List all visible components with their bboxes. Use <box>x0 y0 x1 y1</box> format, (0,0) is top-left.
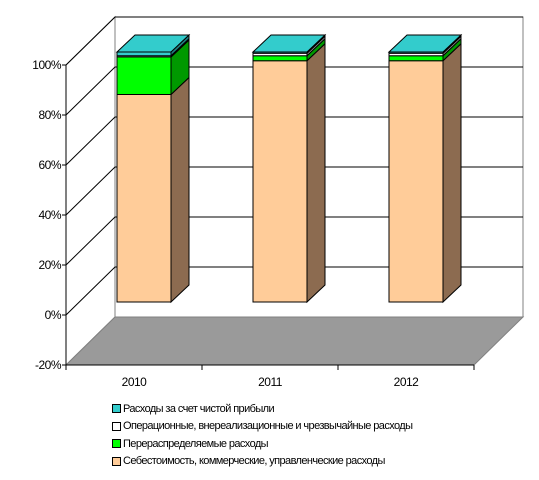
x-tick-labels: 2010 2011 2012 <box>122 375 420 389</box>
bar-segment-side <box>442 42 462 304</box>
bar-top <box>115 34 191 53</box>
axes <box>62 64 475 370</box>
bar-segment-front <box>388 55 444 62</box>
y-tick-label: 40% <box>38 208 61 222</box>
bar-segment-side <box>306 42 326 304</box>
legend-swatch <box>112 421 121 431</box>
bar-segment-front <box>252 55 308 62</box>
x-tick-label: 2011 <box>258 375 283 389</box>
x-tick-label: 2010 <box>122 375 148 389</box>
legend-label: Расходы за счет чистой прибыли <box>123 402 275 415</box>
legend-item: Себестоимость, коммерческие, управленчес… <box>112 453 412 471</box>
gridline <box>65 66 523 116</box>
y-tick-labels: -20% 0% 20% 40% 60% 80% 100% <box>32 58 62 372</box>
gridline <box>65 16 523 66</box>
bar-segment-front <box>116 56 172 95</box>
legend-label: Перераспределяемые расходы <box>123 437 269 450</box>
y-tick-label: 80% <box>38 108 61 122</box>
y-tick-label: 0% <box>45 308 62 322</box>
legend-item: Перераспределяемые расходы <box>112 435 412 453</box>
bar-top <box>387 34 463 53</box>
legend-label: Операционные, внереализационные и чрезвы… <box>123 420 413 433</box>
chart-floor <box>64 316 525 366</box>
y-tick-label: 20% <box>38 258 61 272</box>
bar-segment-front <box>388 60 444 303</box>
bar-segment-front <box>252 60 308 303</box>
y-tick-label: 60% <box>38 158 61 172</box>
legend-swatch <box>112 456 121 466</box>
floor-plane <box>64 316 525 366</box>
bar-segment-front <box>116 94 172 303</box>
gridline <box>65 216 523 266</box>
gridline <box>65 166 523 216</box>
legend-label: Себестоимость, коммерческие, управленчес… <box>123 455 385 468</box>
legend-swatch <box>112 439 121 449</box>
legend-item: Операционные, внереализационные и чрезвы… <box>112 418 413 436</box>
y-tick-label: -20% <box>35 358 62 372</box>
bar-segment-front <box>116 51 172 57</box>
legend-swatch <box>112 404 121 414</box>
y-tick-label: 100% <box>32 58 62 72</box>
gridlines <box>65 16 523 316</box>
bar-top <box>251 34 327 53</box>
bar-segment-side <box>170 76 190 304</box>
gridline <box>65 266 523 316</box>
gridline <box>65 116 523 166</box>
x-tick-label: 2012 <box>394 375 420 389</box>
legend-item: Расходы за счет чистой прибыли <box>112 400 412 418</box>
legend: Расходы за счет чистой прибыли Операционн… <box>112 400 413 471</box>
bars <box>115 33 463 304</box>
